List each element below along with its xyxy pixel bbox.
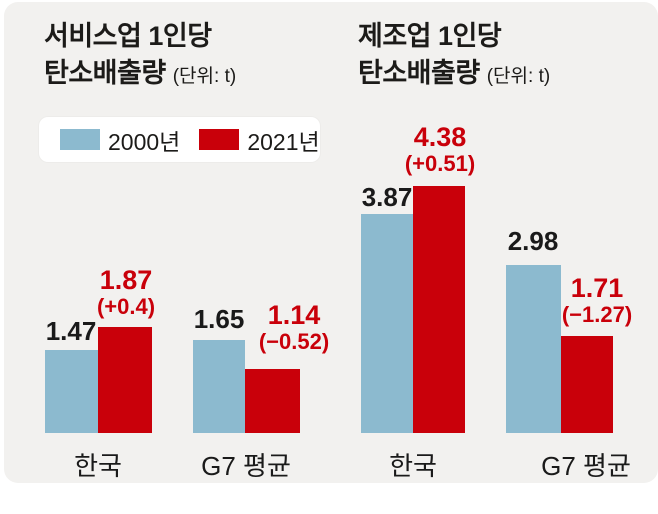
chart-title-manufacturing-line1: 제조업 1인당 [358,21,502,51]
value-label-manufacturing-korea-2021: 4.38 (+0.51) [405,123,475,177]
legend-label-2000: 2000년 [108,128,181,155]
value-label-service-g7-2000: 1.65 [193,304,245,334]
change-service-g7: (−0.52) [258,329,330,354]
change-manufacturing-korea: (+0.51) [404,151,476,176]
chart-title-service: 서비스업 1인당 탄소배출량 (단위: t) [44,18,236,95]
value-manufacturing-korea-2021: 4.38 [413,122,467,152]
legend-swatch-2021 [199,129,240,150]
category-label-manufacturing-korea: 한국 [389,451,437,481]
legend-swatch-2000 [60,129,100,150]
bar-manufacturing-korea-2000 [361,214,413,433]
chart-unit-manufacturing: (단위: t) [486,66,551,87]
value-service-g7-2021: 1.14 [267,300,321,330]
bar-service-g7-2000 [193,340,245,433]
chart-title-manufacturing-line2: 탄소배출량 (단위: t) [358,55,550,95]
bar-service-korea-2021 [98,327,152,433]
value-label-manufacturing-korea-2000: 3.87 [361,182,413,212]
chart-title-service-line1: 서비스업 1인당 [44,21,212,51]
category-label-manufacturing-g7: G7 평균 [541,451,631,481]
chart-title-service-main: 탄소배출량 [44,58,166,88]
value-manufacturing-g7-2021: 1.71 [570,273,624,303]
value-label-service-korea-2021: 1.87 (+0.4) [97,266,155,320]
bar-manufacturing-korea-2021 [413,186,465,433]
change-service-korea: (+0.4) [96,294,156,319]
bar-service-g7-2021 [245,369,300,433]
chart-title-manufacturing-main: 탄소배출량 [358,58,480,88]
value-service-korea-2021: 1.87 [99,265,153,295]
category-label-service-korea: 한국 [74,451,122,481]
category-label-service-g7: G7 평균 [201,451,291,481]
legend-label-2021: 2021년 [247,128,320,155]
value-label-manufacturing-g7-2021: 1.71 (−1.27) [562,274,632,328]
value-label-service-korea-2000: 1.47 [45,316,97,346]
change-manufacturing-g7: (−1.27) [561,302,633,327]
bar-service-korea-2000 [45,350,98,433]
value-label-manufacturing-g7-2000: 2.98 [507,226,559,256]
chart-unit-service: (단위: t) [172,66,237,87]
value-label-service-g7-2021: 1.14 (−0.52) [259,301,329,355]
chart-title-manufacturing: 제조업 1인당 탄소배출량 (단위: t) [358,18,550,95]
bar-manufacturing-g7-2000 [506,265,561,433]
chart-title-service-line2: 탄소배출량 (단위: t) [44,55,236,95]
legend: 2000년 2021년 [39,117,320,162]
bar-manufacturing-g7-2021 [561,336,613,433]
